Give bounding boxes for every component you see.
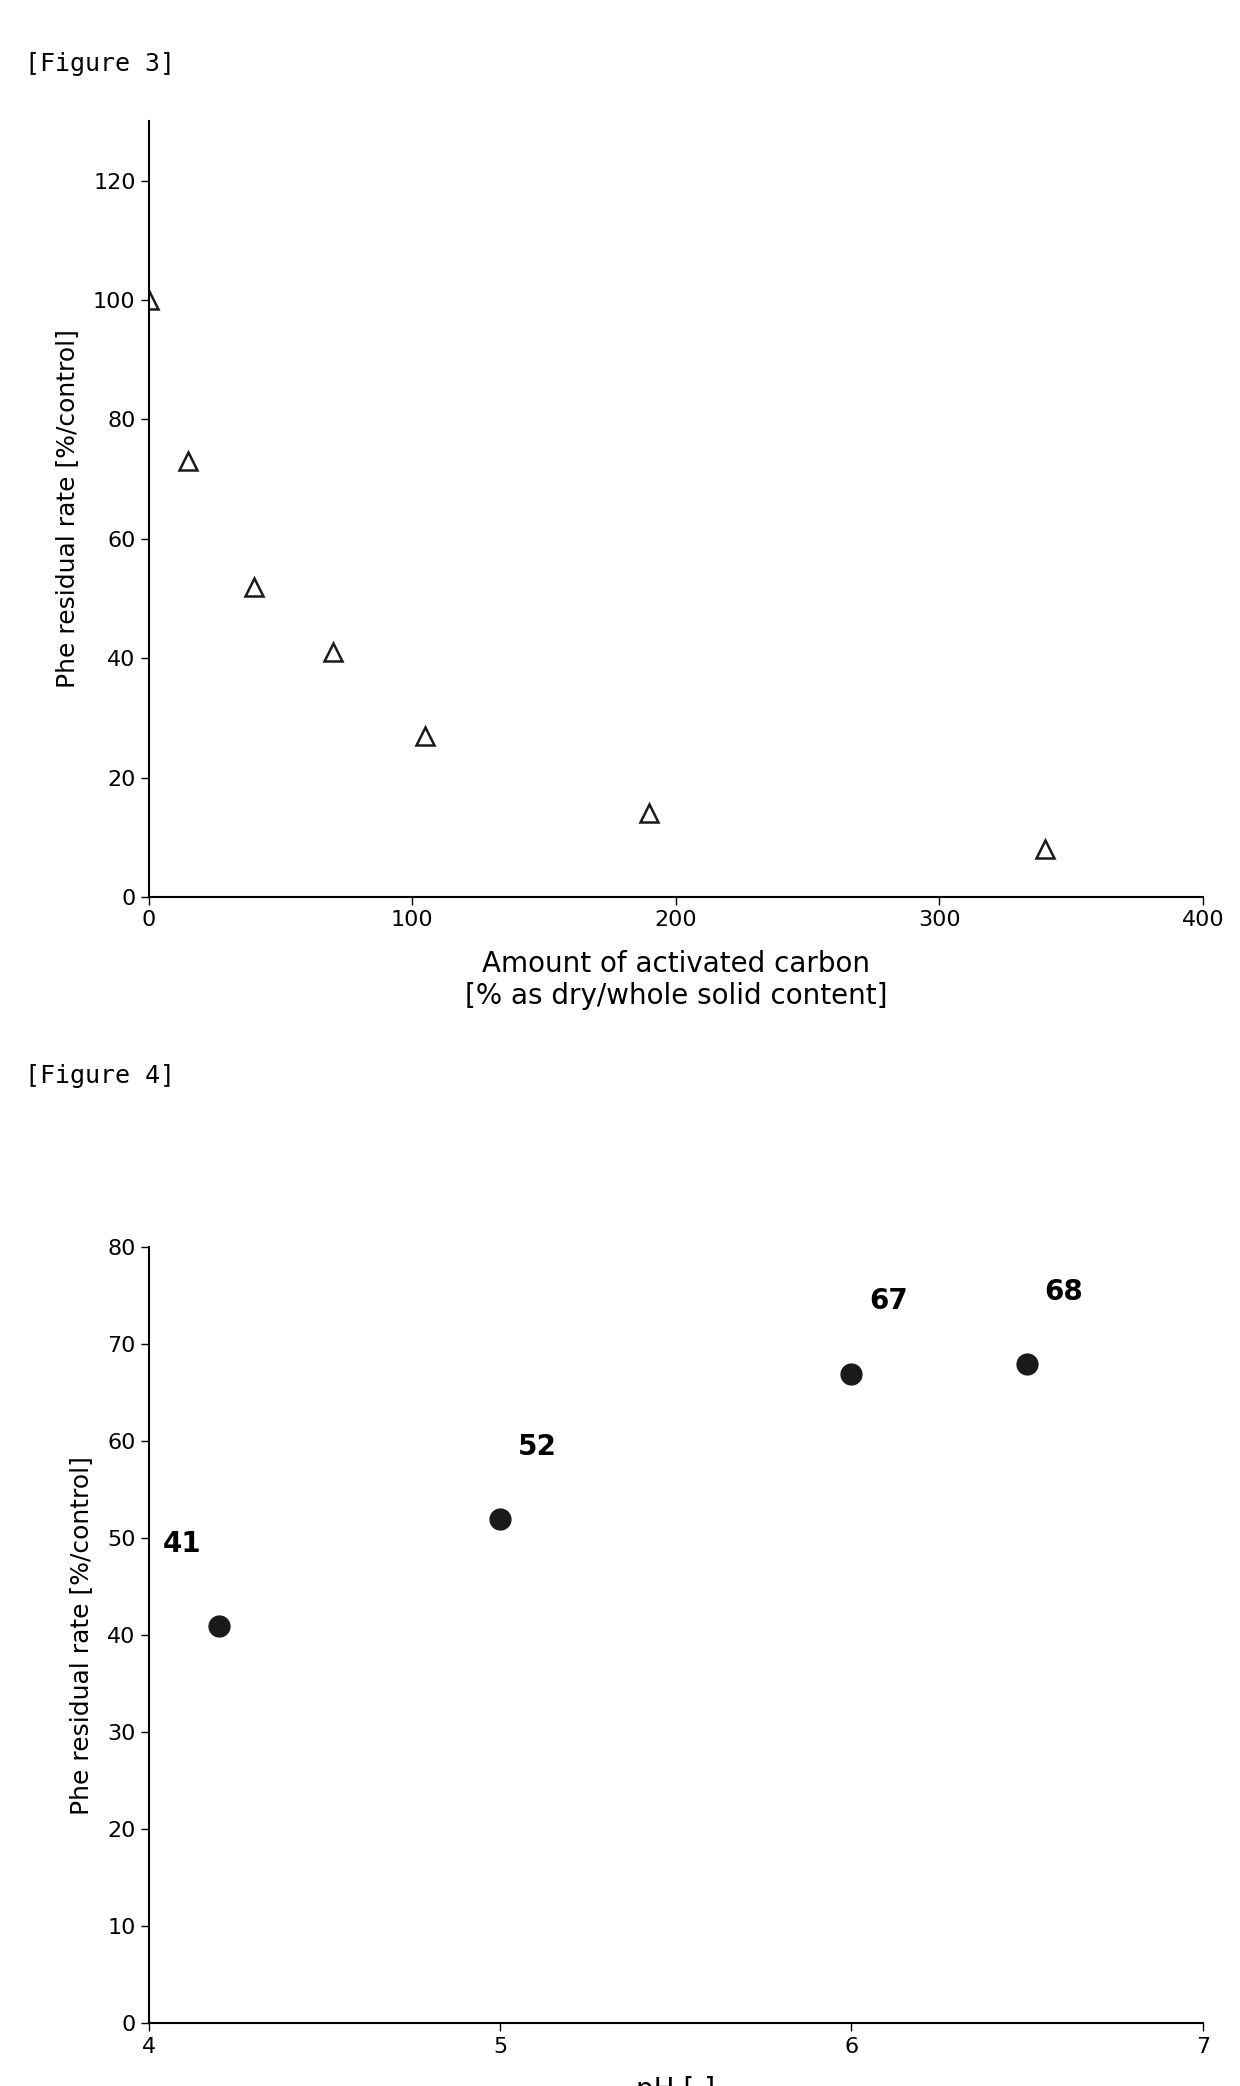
- Text: 67: 67: [869, 1287, 908, 1316]
- Text: 52: 52: [517, 1433, 557, 1460]
- Text: 68: 68: [1044, 1277, 1084, 1306]
- Y-axis label: Phe residual rate [%/control]: Phe residual rate [%/control]: [69, 1456, 93, 1815]
- X-axis label: pH [-]: pH [-]: [636, 2076, 715, 2086]
- Text: [Figure 3]: [Figure 3]: [25, 52, 175, 77]
- Text: 41: 41: [162, 1529, 201, 1558]
- X-axis label: Amount of activated carbon
[% as dry/whole solid content]: Amount of activated carbon [% as dry/who…: [465, 949, 887, 1010]
- Text: [Figure 4]: [Figure 4]: [25, 1064, 175, 1089]
- Y-axis label: Phe residual rate [%/control]: Phe residual rate [%/control]: [55, 330, 79, 688]
